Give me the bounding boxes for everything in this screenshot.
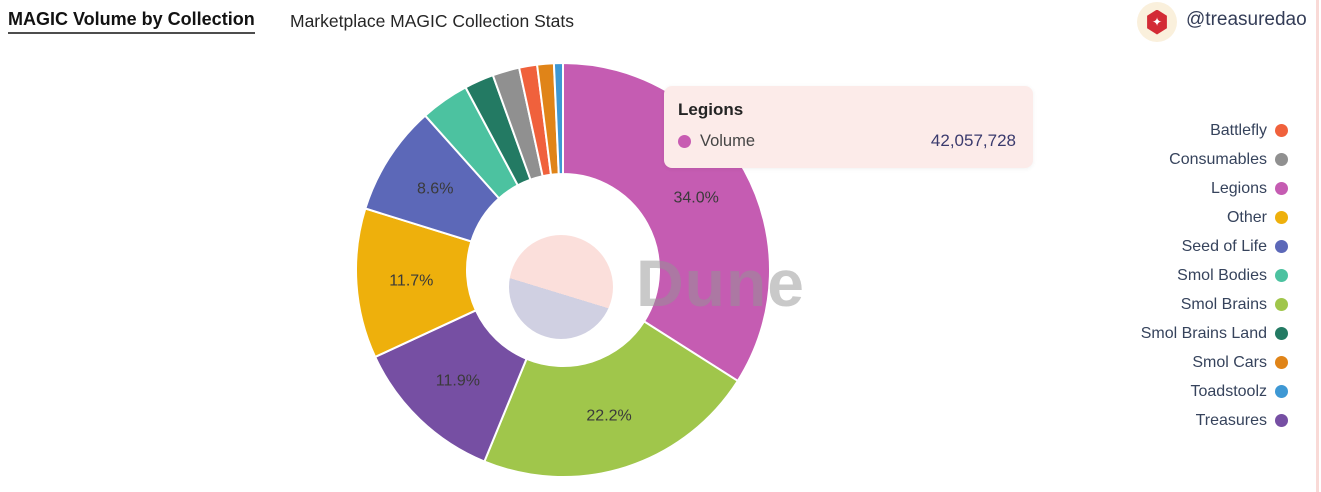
legend-item-seed-of-life[interactable]: Seed of Life	[1141, 232, 1288, 261]
dune-watermark-text: Dune	[636, 246, 805, 320]
chart-title-link[interactable]: MAGIC Volume by Collection	[8, 9, 255, 34]
legend-dot	[1275, 124, 1288, 137]
panel-divider	[1316, 0, 1319, 492]
legend-dot	[1275, 298, 1288, 311]
legend-label: Smol Bodies	[1177, 266, 1267, 284]
legend-item-treasures[interactable]: Treasures	[1141, 406, 1288, 435]
legend-dot	[1275, 327, 1288, 340]
tooltip-metric-label: Volume	[700, 131, 756, 150]
legend-dot	[1275, 211, 1288, 224]
tooltip-series-dot	[678, 134, 691, 148]
legend-label: Smol Cars	[1192, 353, 1267, 371]
tooltip-title: Legions	[678, 100, 744, 119]
pie-slice-toadstoolz[interactable]	[552, 62, 564, 176]
treasure-logo-icon[interactable]: ✦	[1137, 2, 1177, 42]
sparkle-glyph: ✦	[1151, 15, 1163, 29]
legend-item-smol-bodies[interactable]: Smol Bodies	[1141, 261, 1288, 290]
legend-item-smol-brains-land[interactable]: Smol Brains Land	[1141, 319, 1288, 348]
legend-label: Treasures	[1195, 411, 1267, 429]
legend-label: Smol Brains Land	[1140, 324, 1267, 342]
legend-dot	[1275, 240, 1288, 253]
slice-label-other: 11.7%	[389, 273, 433, 290]
legend-item-smol-cars[interactable]: Smol Cars	[1141, 348, 1288, 377]
slice-label-seed-of-life: 8.6%	[417, 180, 453, 197]
dune-watermark-logo	[509, 235, 613, 339]
legend-label: Legions	[1210, 179, 1267, 197]
legend-label: Other	[1226, 208, 1267, 226]
chart-tooltip: Legions Volume 42,057,728	[664, 86, 1033, 168]
legend-label: Battlefly	[1210, 121, 1267, 139]
creator-handle-link[interactable]: @treasuredao	[1186, 9, 1307, 30]
legend-label: Toadstoolz	[1190, 382, 1268, 400]
legend-dot	[1275, 385, 1288, 398]
legend-item-consumables[interactable]: Consumables	[1141, 145, 1288, 174]
legend: Battlefly Consumables Legions Other Seed of …	[1141, 116, 1288, 435]
legend-item-other[interactable]: Other	[1141, 203, 1288, 232]
legend-item-toadstoolz[interactable]: Toadstoolz	[1141, 377, 1288, 406]
treasure-gem-icon: ✦	[1147, 9, 1167, 35]
pie-slice-smol-brains[interactable]	[483, 320, 740, 478]
donut-chart: 34.0% 22.2% 11.9% 11.7% 8.6%	[355, 62, 771, 478]
legend-item-battlefly[interactable]: Battlefly	[1141, 116, 1288, 145]
tooltip-row: Volume 42,057,728	[678, 131, 1016, 151]
legend-dot	[1275, 153, 1288, 166]
slice-label-treasures: 11.9%	[436, 372, 480, 389]
legend-item-legions[interactable]: Legions	[1141, 174, 1288, 203]
legend-dot	[1275, 269, 1288, 282]
tooltip-value: 42,057,728	[930, 131, 1016, 150]
slice-label-smol-brains: 22.2%	[586, 408, 631, 425]
chart-subtitle: Marketplace MAGIC Collection Stats	[290, 11, 574, 31]
legend-label: Seed of Life	[1181, 237, 1267, 255]
legend-dot	[1275, 356, 1288, 369]
legend-label: Consumables	[1169, 150, 1267, 168]
legend-item-smol-brains[interactable]: Smol Brains	[1141, 290, 1288, 319]
legend-dot	[1275, 414, 1288, 427]
slice-label-legions: 34.0%	[674, 189, 719, 206]
legend-label: Smol Brains	[1180, 295, 1267, 313]
legend-dot	[1275, 182, 1288, 195]
